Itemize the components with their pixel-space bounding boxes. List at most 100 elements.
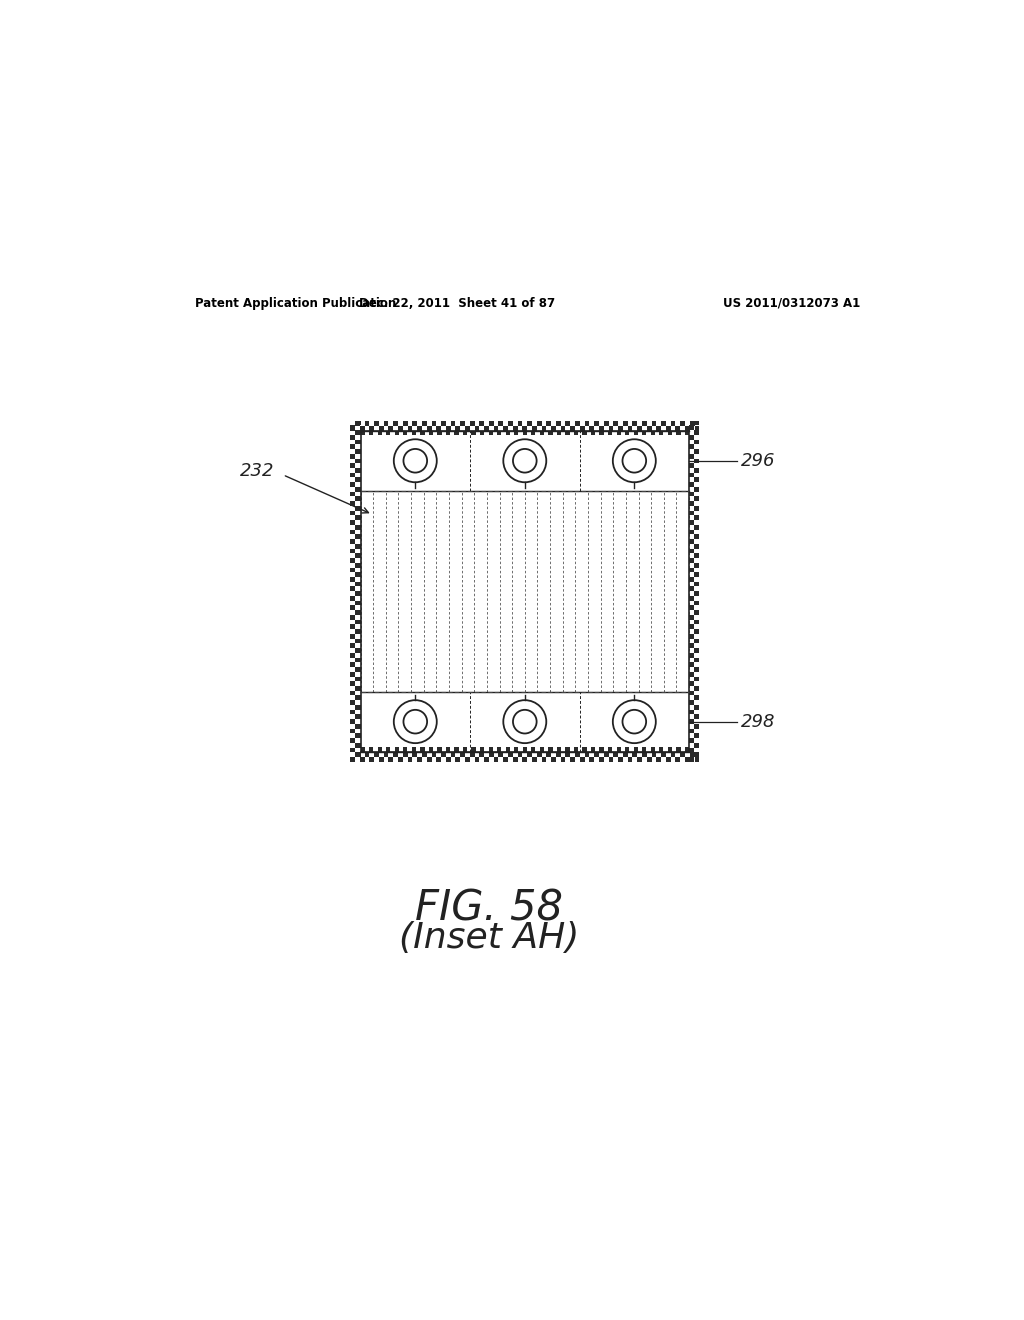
Bar bbox=[355, 591, 360, 595]
Bar bbox=[537, 421, 542, 426]
Bar bbox=[359, 756, 365, 762]
Bar bbox=[355, 723, 360, 729]
Bar bbox=[370, 756, 374, 762]
Text: Dec. 22, 2011  Sheet 41 of 87: Dec. 22, 2011 Sheet 41 of 87 bbox=[359, 297, 555, 310]
Bar bbox=[540, 430, 544, 436]
Bar bbox=[565, 751, 570, 756]
Bar bbox=[463, 430, 467, 436]
Bar bbox=[355, 535, 360, 539]
Bar bbox=[689, 700, 694, 705]
Bar bbox=[689, 586, 694, 591]
Bar bbox=[384, 421, 388, 426]
Bar bbox=[689, 511, 694, 515]
Bar bbox=[355, 496, 360, 502]
Bar bbox=[694, 421, 699, 425]
Bar bbox=[460, 751, 465, 756]
Bar bbox=[413, 421, 417, 426]
Bar bbox=[594, 751, 599, 756]
Bar bbox=[355, 734, 360, 738]
Bar bbox=[583, 747, 587, 751]
Bar bbox=[666, 426, 671, 430]
Bar bbox=[689, 606, 694, 610]
Bar bbox=[355, 657, 360, 663]
Bar bbox=[436, 426, 441, 430]
Bar bbox=[350, 663, 355, 667]
Bar bbox=[355, 544, 360, 549]
Bar bbox=[360, 430, 365, 436]
Bar bbox=[350, 710, 355, 714]
Bar bbox=[694, 553, 699, 558]
Bar bbox=[608, 756, 613, 762]
Bar bbox=[384, 751, 388, 756]
Bar bbox=[570, 756, 575, 762]
Bar bbox=[386, 747, 390, 751]
Bar bbox=[689, 549, 694, 553]
Bar bbox=[694, 705, 699, 710]
Bar bbox=[427, 756, 431, 762]
Bar bbox=[522, 430, 527, 436]
Bar bbox=[671, 421, 676, 426]
Bar bbox=[689, 568, 694, 573]
Bar bbox=[350, 758, 355, 762]
Bar bbox=[613, 421, 618, 426]
Bar bbox=[355, 562, 360, 568]
Bar bbox=[557, 747, 561, 751]
Bar bbox=[694, 714, 699, 719]
Bar bbox=[650, 747, 655, 751]
Bar bbox=[694, 458, 699, 463]
Bar bbox=[355, 573, 360, 577]
Bar bbox=[642, 747, 646, 751]
Bar bbox=[694, 752, 699, 758]
Bar bbox=[350, 558, 355, 562]
Bar bbox=[565, 747, 569, 751]
Bar bbox=[690, 421, 694, 426]
Bar bbox=[350, 491, 355, 496]
Bar bbox=[689, 491, 694, 496]
Bar bbox=[634, 747, 638, 751]
Bar bbox=[590, 756, 594, 762]
Bar bbox=[694, 734, 699, 738]
Bar bbox=[616, 747, 621, 751]
Bar bbox=[647, 426, 651, 430]
Bar bbox=[479, 421, 484, 426]
Bar bbox=[616, 430, 621, 436]
Bar bbox=[689, 454, 694, 458]
Bar bbox=[689, 482, 694, 487]
Bar bbox=[506, 430, 510, 436]
Bar bbox=[689, 595, 694, 601]
Bar bbox=[689, 747, 694, 752]
Bar bbox=[355, 751, 359, 756]
Bar bbox=[694, 440, 699, 445]
Bar bbox=[456, 426, 460, 430]
Bar bbox=[412, 430, 416, 436]
Bar bbox=[350, 577, 355, 582]
Bar bbox=[350, 643, 355, 648]
Bar bbox=[355, 506, 360, 511]
Bar bbox=[628, 426, 633, 430]
Bar bbox=[408, 756, 413, 762]
Bar bbox=[676, 747, 681, 751]
Bar bbox=[393, 751, 398, 756]
Bar bbox=[445, 426, 451, 430]
Bar bbox=[350, 434, 355, 440]
Bar bbox=[637, 426, 642, 430]
Bar bbox=[575, 421, 580, 426]
Bar bbox=[634, 430, 638, 436]
Bar bbox=[685, 747, 689, 751]
Bar bbox=[355, 487, 360, 491]
Bar bbox=[694, 601, 699, 606]
Bar bbox=[548, 747, 553, 751]
Bar bbox=[355, 696, 360, 700]
Bar bbox=[650, 430, 655, 436]
Bar bbox=[355, 430, 360, 434]
Bar bbox=[585, 751, 590, 756]
Bar bbox=[350, 624, 355, 630]
Bar bbox=[350, 672, 355, 677]
Bar bbox=[360, 692, 689, 751]
Bar bbox=[517, 751, 522, 756]
Bar bbox=[499, 751, 503, 756]
Bar bbox=[488, 751, 494, 756]
Bar bbox=[412, 747, 416, 751]
Bar bbox=[369, 430, 374, 436]
Bar bbox=[513, 426, 517, 430]
